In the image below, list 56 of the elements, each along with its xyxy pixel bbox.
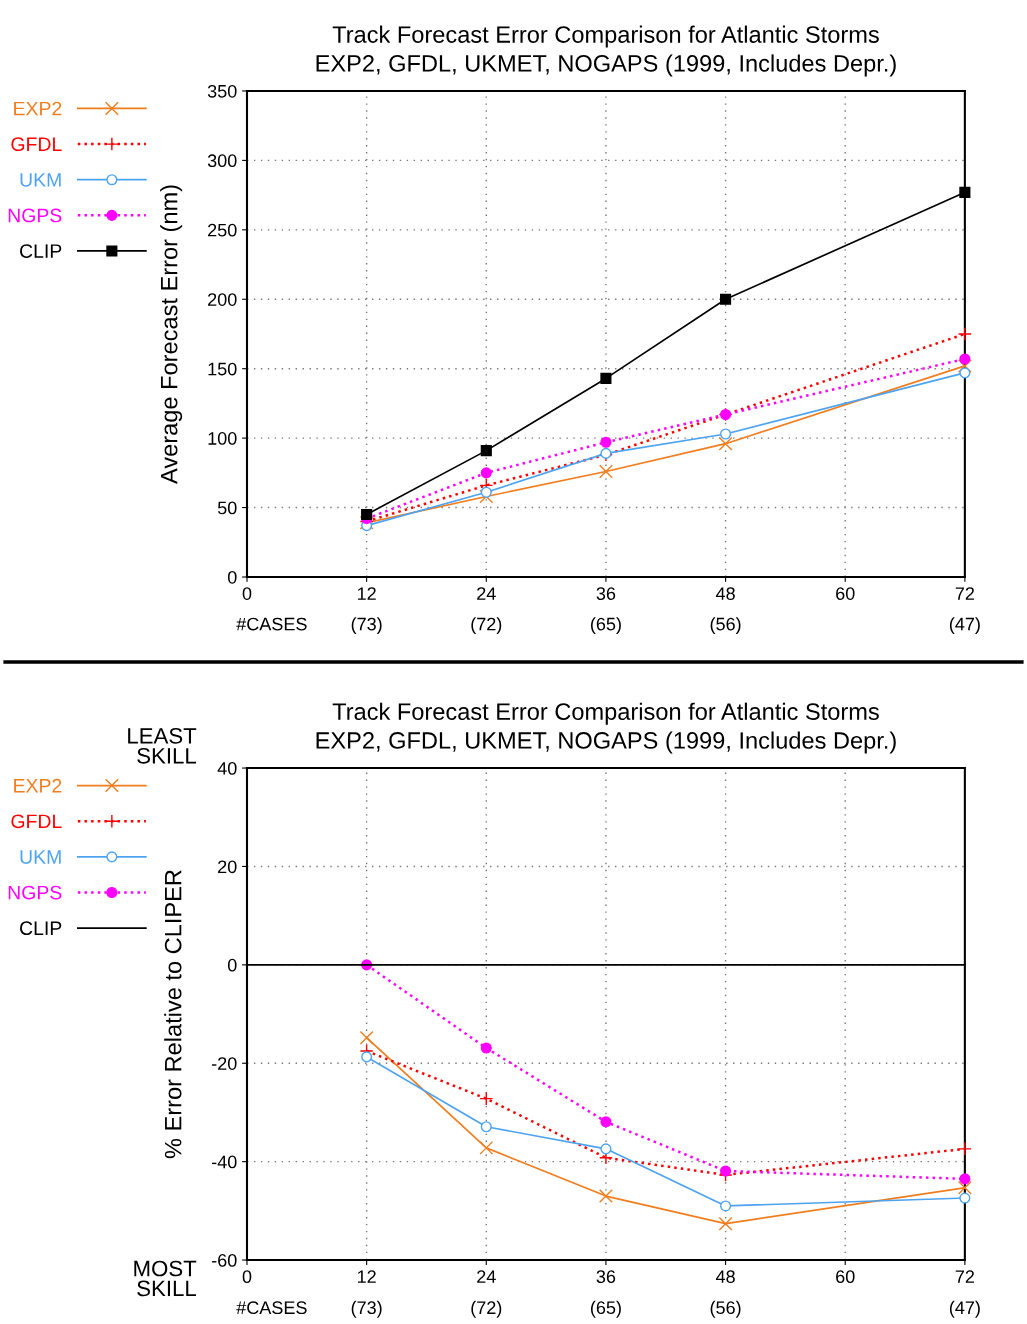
legend-label: UKM — [20, 850, 61, 864]
text: (73) — [351, 617, 382, 635]
y-tick-label: 250 — [208, 223, 237, 237]
y-tick-label: 0 — [227, 570, 237, 584]
text: LEAST SKILL — [128, 728, 197, 764]
legend-label: GFDL — [11, 137, 62, 152]
y-tick-label: 20 — [218, 860, 237, 874]
x-tick-label: 36 — [596, 1270, 616, 1284]
y-tick-label: 50 — [217, 501, 237, 515]
x-tick-label: 48 — [715, 587, 735, 600]
text: (65) — [591, 1300, 621, 1318]
x-tick-label: 36 — [596, 587, 616, 600]
y-tick-label: -40 — [211, 1155, 237, 1169]
x-tick-label: 12 — [357, 1270, 376, 1283]
x-tick-label: 24 — [477, 587, 496, 600]
text: (72) — [471, 617, 502, 635]
y-tick-label: 150 — [208, 362, 237, 376]
y-tick-label: 200 — [208, 293, 237, 306]
text: #CASES — [236, 617, 307, 631]
x-tick-label: 60 — [836, 1270, 855, 1284]
y-axis-title: Average Forecast Error (nm) — [160, 185, 183, 484]
x-tick-label: 72 — [955, 587, 974, 600]
text: #CASES — [236, 1301, 307, 1315]
x-tick-label: 72 — [955, 1270, 974, 1283]
y-tick-label: 300 — [207, 154, 237, 168]
text: (65) — [591, 617, 621, 635]
y-tick-label: 40 — [217, 761, 237, 775]
legend-label: UKM — [20, 173, 61, 187]
text: (72) — [471, 1300, 502, 1318]
text: MOST SKILL — [134, 1260, 197, 1297]
text: (47) — [949, 1300, 980, 1318]
x-tick-label: 24 — [477, 1270, 496, 1283]
y-axis-title: % Error Relative to CLIPER — [164, 870, 182, 1159]
legend-label: EXP2 — [14, 101, 62, 116]
legend-label: NGPS — [8, 885, 62, 900]
x-tick-label: 60 — [836, 587, 855, 600]
x-tick-label: 0 — [242, 587, 252, 600]
x-tick-label: 12 — [357, 587, 376, 600]
text: (56) — [710, 1300, 741, 1318]
chart-title: Track Forecast Error Comparison for Atlantic Storms EXP2, GFDL, UKMET, NOGAPS (1999, Includes Depr.) — [316, 702, 896, 754]
text: (56) — [710, 617, 741, 635]
legend-label: CLIP — [20, 921, 62, 936]
y-tick-label: 350 — [207, 84, 237, 98]
y-tick-label: -60 — [211, 1253, 237, 1267]
y-tick-label: -20 — [211, 1057, 237, 1070]
text: (47) — [949, 617, 980, 635]
y-tick-label: 0 — [227, 958, 237, 972]
y-tick-label: 100 — [208, 432, 237, 445]
legend-label: CLIP — [20, 244, 62, 258]
legend-label: EXP2 — [14, 778, 62, 793]
legend-label: GFDL — [11, 814, 62, 829]
legend-label: NGPS — [8, 208, 62, 223]
text: (73) — [351, 1300, 382, 1318]
chart-title: Track Forecast Error Comparison for Atlantic Storms EXP2, GFDL, UKMET, NOGAPS (1999, Includes Depr.) — [316, 25, 896, 77]
x-tick-label: 48 — [715, 1270, 735, 1284]
x-tick-label: 0 — [242, 1270, 252, 1284]
